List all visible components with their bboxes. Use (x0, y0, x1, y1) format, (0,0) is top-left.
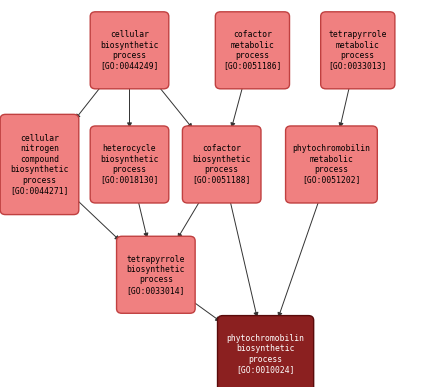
Text: tetrapyrrole
biosynthetic
process
[GO:0033014]: tetrapyrrole biosynthetic process [GO:00… (126, 255, 185, 295)
Text: phytochromobilin
metabolic
process
[GO:0051202]: phytochromobilin metabolic process [GO:0… (292, 144, 370, 185)
FancyBboxPatch shape (285, 126, 376, 203)
Text: cofactor
metabolic
process
[GO:0051186]: cofactor metabolic process [GO:0051186] (223, 30, 281, 70)
FancyBboxPatch shape (182, 126, 261, 203)
FancyBboxPatch shape (90, 126, 168, 203)
Text: heterocycle
biosynthetic
process
[GO:0018130]: heterocycle biosynthetic process [GO:001… (100, 144, 159, 185)
Text: tetrapyrrole
metabolic
process
[GO:0033013]: tetrapyrrole metabolic process [GO:00330… (328, 30, 386, 70)
FancyBboxPatch shape (90, 12, 168, 89)
FancyBboxPatch shape (116, 236, 194, 313)
Text: cofactor
biosynthetic
process
[GO:0051188]: cofactor biosynthetic process [GO:005118… (192, 144, 251, 185)
FancyBboxPatch shape (0, 115, 79, 214)
Text: cellular
biosynthetic
process
[GO:0044249]: cellular biosynthetic process [GO:004424… (100, 30, 159, 70)
FancyBboxPatch shape (320, 12, 394, 89)
Text: cellular
nitrogen
compound
biosynthetic
process
[GO:0044271]: cellular nitrogen compound biosynthetic … (10, 134, 69, 195)
FancyBboxPatch shape (217, 316, 313, 387)
FancyBboxPatch shape (215, 12, 289, 89)
Text: phytochromobilin
biosynthetic
process
[GO:0010024]: phytochromobilin biosynthetic process [G… (226, 334, 304, 374)
